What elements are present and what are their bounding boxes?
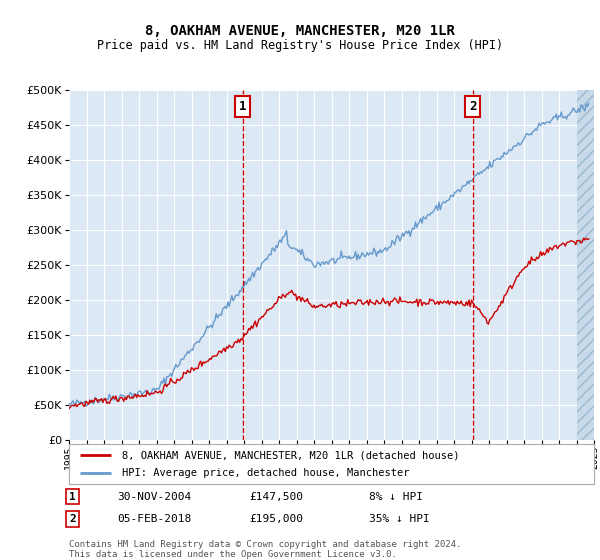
Text: £195,000: £195,000: [249, 514, 303, 524]
Text: 1: 1: [69, 492, 76, 502]
Text: 30-NOV-2004: 30-NOV-2004: [117, 492, 191, 502]
Text: 8% ↓ HPI: 8% ↓ HPI: [369, 492, 423, 502]
Text: 8, OAKHAM AVENUE, MANCHESTER, M20 1LR: 8, OAKHAM AVENUE, MANCHESTER, M20 1LR: [145, 24, 455, 38]
Text: 1: 1: [239, 100, 247, 113]
Text: Price paid vs. HM Land Registry's House Price Index (HPI): Price paid vs. HM Land Registry's House …: [97, 39, 503, 52]
Text: 2: 2: [469, 100, 476, 113]
Bar: [577, 90, 594, 440]
Text: £147,500: £147,500: [249, 492, 303, 502]
Text: 35% ↓ HPI: 35% ↓ HPI: [369, 514, 430, 524]
Text: 05-FEB-2018: 05-FEB-2018: [117, 514, 191, 524]
Text: HPI: Average price, detached house, Manchester: HPI: Average price, detached house, Manc…: [121, 468, 409, 478]
Text: 2: 2: [69, 514, 76, 524]
Text: 8, OAKHAM AVENUE, MANCHESTER, M20 1LR (detached house): 8, OAKHAM AVENUE, MANCHESTER, M20 1LR (d…: [121, 450, 459, 460]
Text: Contains HM Land Registry data © Crown copyright and database right 2024.
This d: Contains HM Land Registry data © Crown c…: [69, 540, 461, 559]
